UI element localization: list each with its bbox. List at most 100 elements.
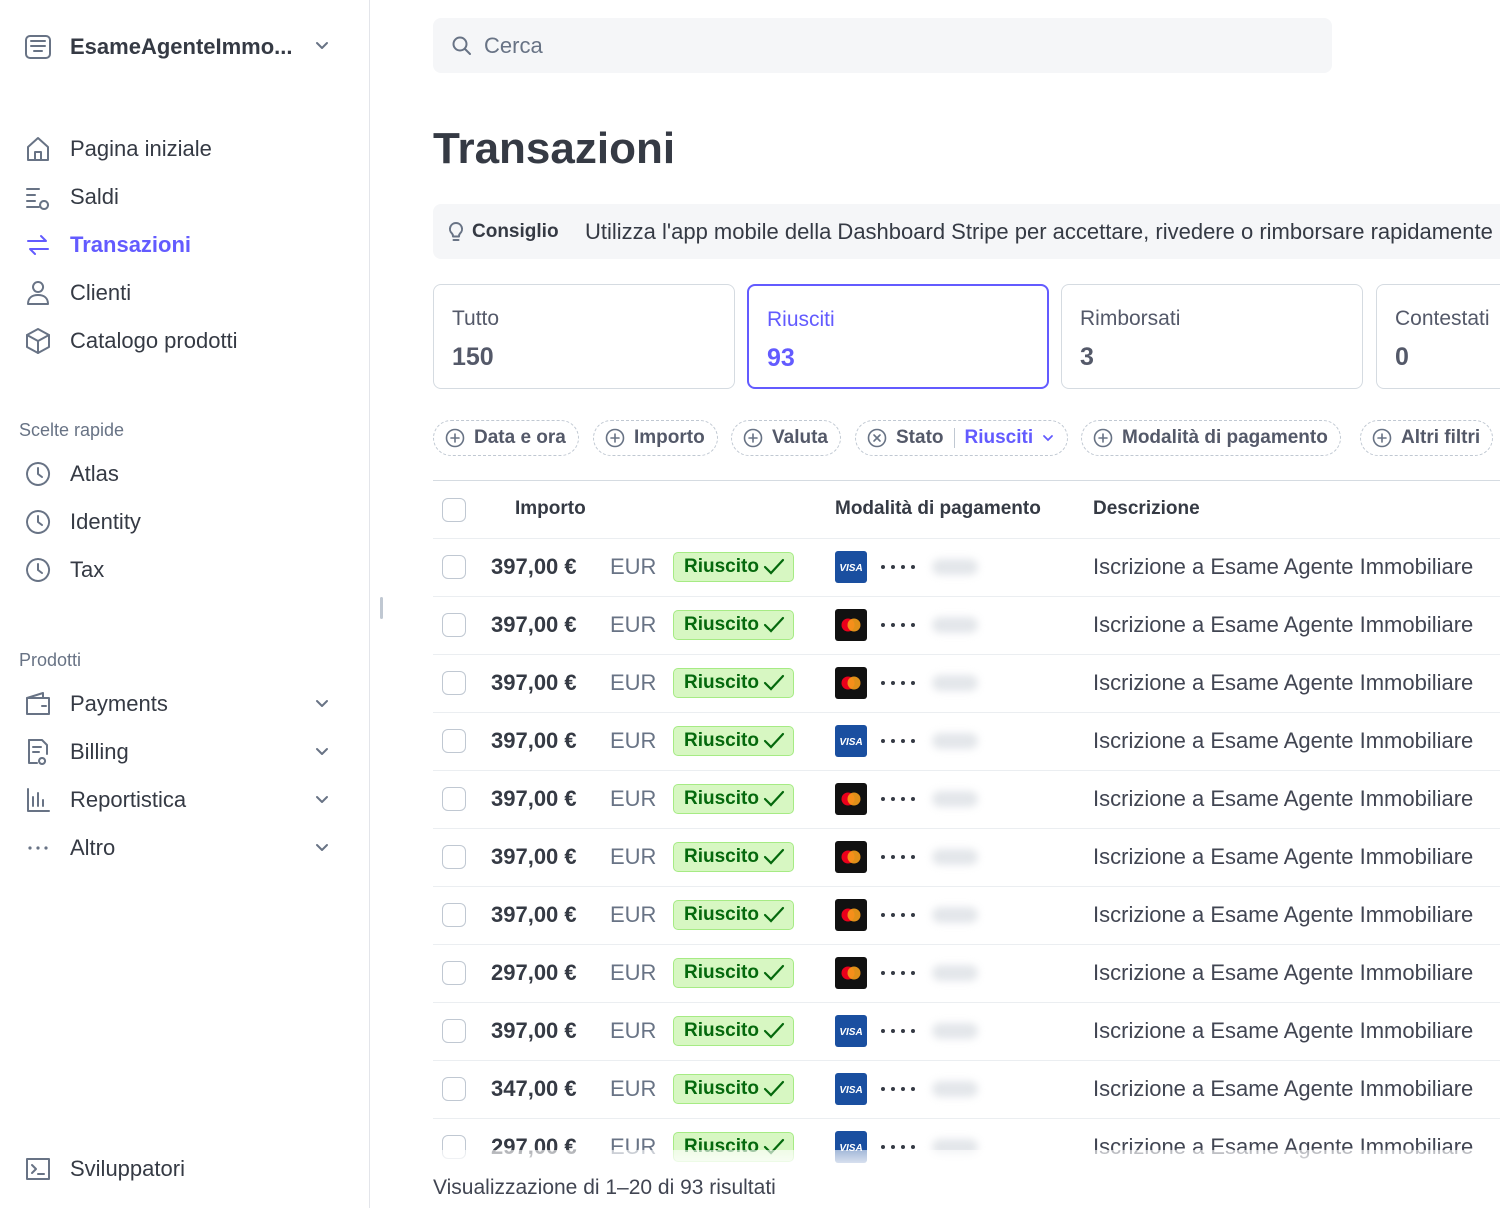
filter-pill[interactable]: Valuta [731,420,841,456]
status-check [763,848,785,865]
nav-icon [26,328,50,354]
expand-chevron[interactable] [312,694,332,714]
status-badge: Riuscito [673,552,794,582]
column-header[interactable]: Descrizione [1093,498,1200,519]
icon-path [26,510,51,534]
tab-count: 3 [1080,343,1094,371]
nav-item[interactable]: Saldi [70,184,119,209]
row-checkbox[interactable] [442,729,466,753]
main: Cerca Transazioni Consiglio Utilizza l'a… [370,0,1500,1208]
icon-path [763,1022,785,1039]
card-last4-blurred [932,1023,978,1039]
filter-label: Importo [634,427,705,448]
mastercard-orange [847,676,861,690]
icon-path [610,433,620,443]
nav-item[interactable]: Catalogo prodotti [70,328,238,353]
nav-item[interactable]: Atlas [70,461,119,486]
row-checkbox[interactable] [442,1019,466,1043]
status-text: Riuscito [684,614,759,635]
nav-item[interactable]: Transazioni [70,232,192,257]
nav-item[interactable]: Payments [70,691,168,716]
account-name[interactable]: EsameAgenteImmo... [70,34,293,59]
currency: EUR [610,1018,657,1043]
filter-pill[interactable]: Importo [593,420,718,456]
icon-path [38,757,47,765]
currency: EUR [610,960,657,985]
mastercard-orange [847,618,861,632]
row-checkbox[interactable] [442,961,466,985]
row-checkbox[interactable] [442,787,466,811]
nav-icon [27,281,49,305]
header-checkbox[interactable] [442,498,466,522]
nav-item[interactable]: Pagina iniziale [70,136,212,161]
card-last4-blurred [932,849,978,865]
icon-path [1377,433,1387,443]
mask-dot [901,855,905,859]
status-badge: Riuscito [673,958,794,988]
mask-dot [911,1145,915,1149]
icon-path [37,563,43,574]
page-title: Transazioni [433,124,676,173]
expand-chevron[interactable] [312,742,332,762]
icon-path [26,462,51,486]
filter-pill[interactable]: Stato Riusciti [855,420,1069,456]
visa-bg [835,551,867,583]
nav-item[interactable]: Reportistica [70,787,187,812]
column-header[interactable]: Modalità di pagamento [835,498,1041,519]
visa-logo: VISA [839,1143,862,1154]
card-last4-blurred [932,617,978,633]
status-tab[interactable]: Riusciti 93 [747,284,1049,389]
nav-item[interactable]: Identity [70,509,141,534]
mask-dot [901,1029,905,1033]
nav-item[interactable]: Altro [70,835,116,860]
column-header[interactable]: Importo [515,498,586,519]
status-tab[interactable]: Tutto 150 [433,284,735,389]
row-checkbox[interactable] [442,555,466,579]
card-last4-blurred [932,733,978,749]
search-box[interactable]: Cerca [433,18,1332,73]
status-tab[interactable]: Contestati 0 [1376,284,1500,389]
visa-bg [835,725,867,757]
filter-icon [867,428,887,448]
card-last4-blurred [932,907,978,923]
expand-chevron[interactable] [312,790,332,810]
status-check [763,674,785,691]
account-chevron[interactable] [312,36,332,56]
search-placeholder: Cerca [484,33,543,58]
row-checkbox[interactable] [442,613,466,637]
status-text: Riuscito [684,672,759,693]
card-mask [881,1145,915,1149]
tab-count: 93 [767,344,795,372]
currency: EUR [610,612,657,637]
mask-dot [901,971,905,975]
row-checkbox[interactable] [442,671,466,695]
nav-item[interactable]: Tax [70,557,105,582]
filter-pill[interactable]: Data e ora [433,420,579,456]
card-mask [881,1029,915,1033]
icon-path [743,428,763,448]
search-icon [452,36,471,55]
expand-chevron[interactable] [312,838,332,858]
icon-dot [44,846,48,850]
filter-pill[interactable]: Altri filtri [1360,420,1494,456]
row-checkbox[interactable] [442,903,466,927]
nav-item[interactable]: Billing [70,739,129,764]
status-tab[interactable]: Rimborsati 3 [1061,284,1363,389]
mask-dot [881,565,885,569]
icon-path [316,796,328,803]
filter-pill[interactable]: Modalità di pagamento [1081,420,1341,456]
description: Iscrizione a Esame Agente Immobiliare [1093,902,1474,927]
currency: EUR [610,844,657,869]
row-checkbox[interactable] [442,1077,466,1101]
mastercard-orange [847,908,861,922]
nav-item[interactable]: Clienti [70,280,132,305]
nav-item[interactable]: Sviluppatori [70,1156,185,1181]
status-check [763,906,785,923]
row-separator [433,1118,1500,1119]
card-last4-blurred [932,791,978,807]
row-checkbox[interactable] [442,845,466,869]
status-badge: Riuscito [673,726,794,756]
description: Iscrizione a Esame Agente Immobiliare [1093,960,1474,985]
filter-label: Valuta [772,427,828,448]
